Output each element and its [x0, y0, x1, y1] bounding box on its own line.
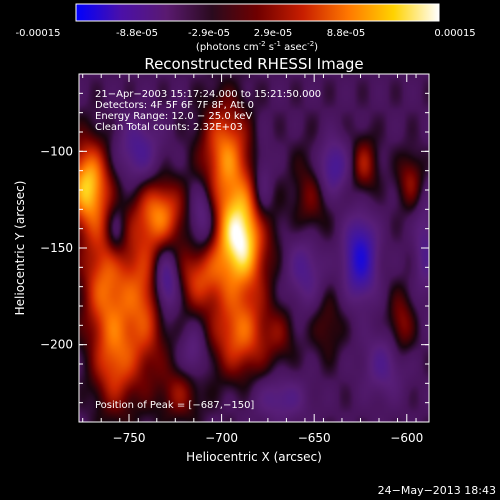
info-overlay: 21−Apr−2003 15:17:24.000 to 15:21:50.000… [95, 89, 321, 133]
colorbar-tick-label: 8.8e-05 [327, 28, 365, 39]
peak-position-label: Position of Peak = [−687,−150] [95, 400, 254, 411]
footer-timestamp: 24−May−2013 18:43 [378, 484, 496, 497]
y-tick-labels: −100 −150 −200 [40, 144, 73, 351]
info-line: 21−Apr−2003 15:17:24.000 to 15:21:50.000 [95, 89, 321, 100]
colorbar-ticks: -0.00015 -8.8e-05 -2.9e-05 2.9e-05 8.8e-05 0.… [16, 28, 476, 39]
info-line: Detectors: 4F 5F 6F 7F 8F, Att 0 [95, 100, 254, 111]
x-tick-label: −700 [205, 431, 238, 445]
x-tick-label: −750 [113, 431, 146, 445]
colorbar-tick-label: 0.00015 [434, 28, 475, 39]
heatmap-image [79, 74, 429, 422]
x-axis-label: Heliocentric X (arcsec) [186, 450, 322, 464]
y-tick-label: −100 [40, 144, 73, 158]
y-tick-label: −200 [40, 338, 73, 352]
colorbar-unit-label: (photons cm-2 s-1 asec-2) [196, 40, 318, 53]
chart-title: Reconstructed RHESSI Image [144, 55, 363, 73]
colorbar: -0.00015 -8.8e-05 -2.9e-05 2.9e-05 8.8e-05 0.… [16, 3, 476, 53]
colorbar-gradient [75, 3, 440, 22]
x-tick-labels: −750 −700 −650 −600 [113, 431, 424, 445]
x-tick-label: −650 [298, 431, 331, 445]
colorbar-tick-label: -0.00015 [16, 28, 61, 39]
info-line: Clean Total counts: 2.32E+03 [95, 122, 243, 133]
y-axis-label: Heliocentric Y (arcsec) [13, 181, 27, 316]
colorbar-tick-label: 2.9e-05 [254, 28, 292, 39]
y-tick-label: −150 [40, 241, 73, 255]
x-tick-label: −600 [390, 431, 423, 445]
info-line: Energy Range: 12.0 − 25.0 keV [95, 111, 252, 122]
colorbar-tick-label: -2.9e-05 [188, 28, 230, 39]
axis-ticks [79, 73, 429, 423]
colorbar-tick-label: -8.8e-05 [116, 28, 158, 39]
